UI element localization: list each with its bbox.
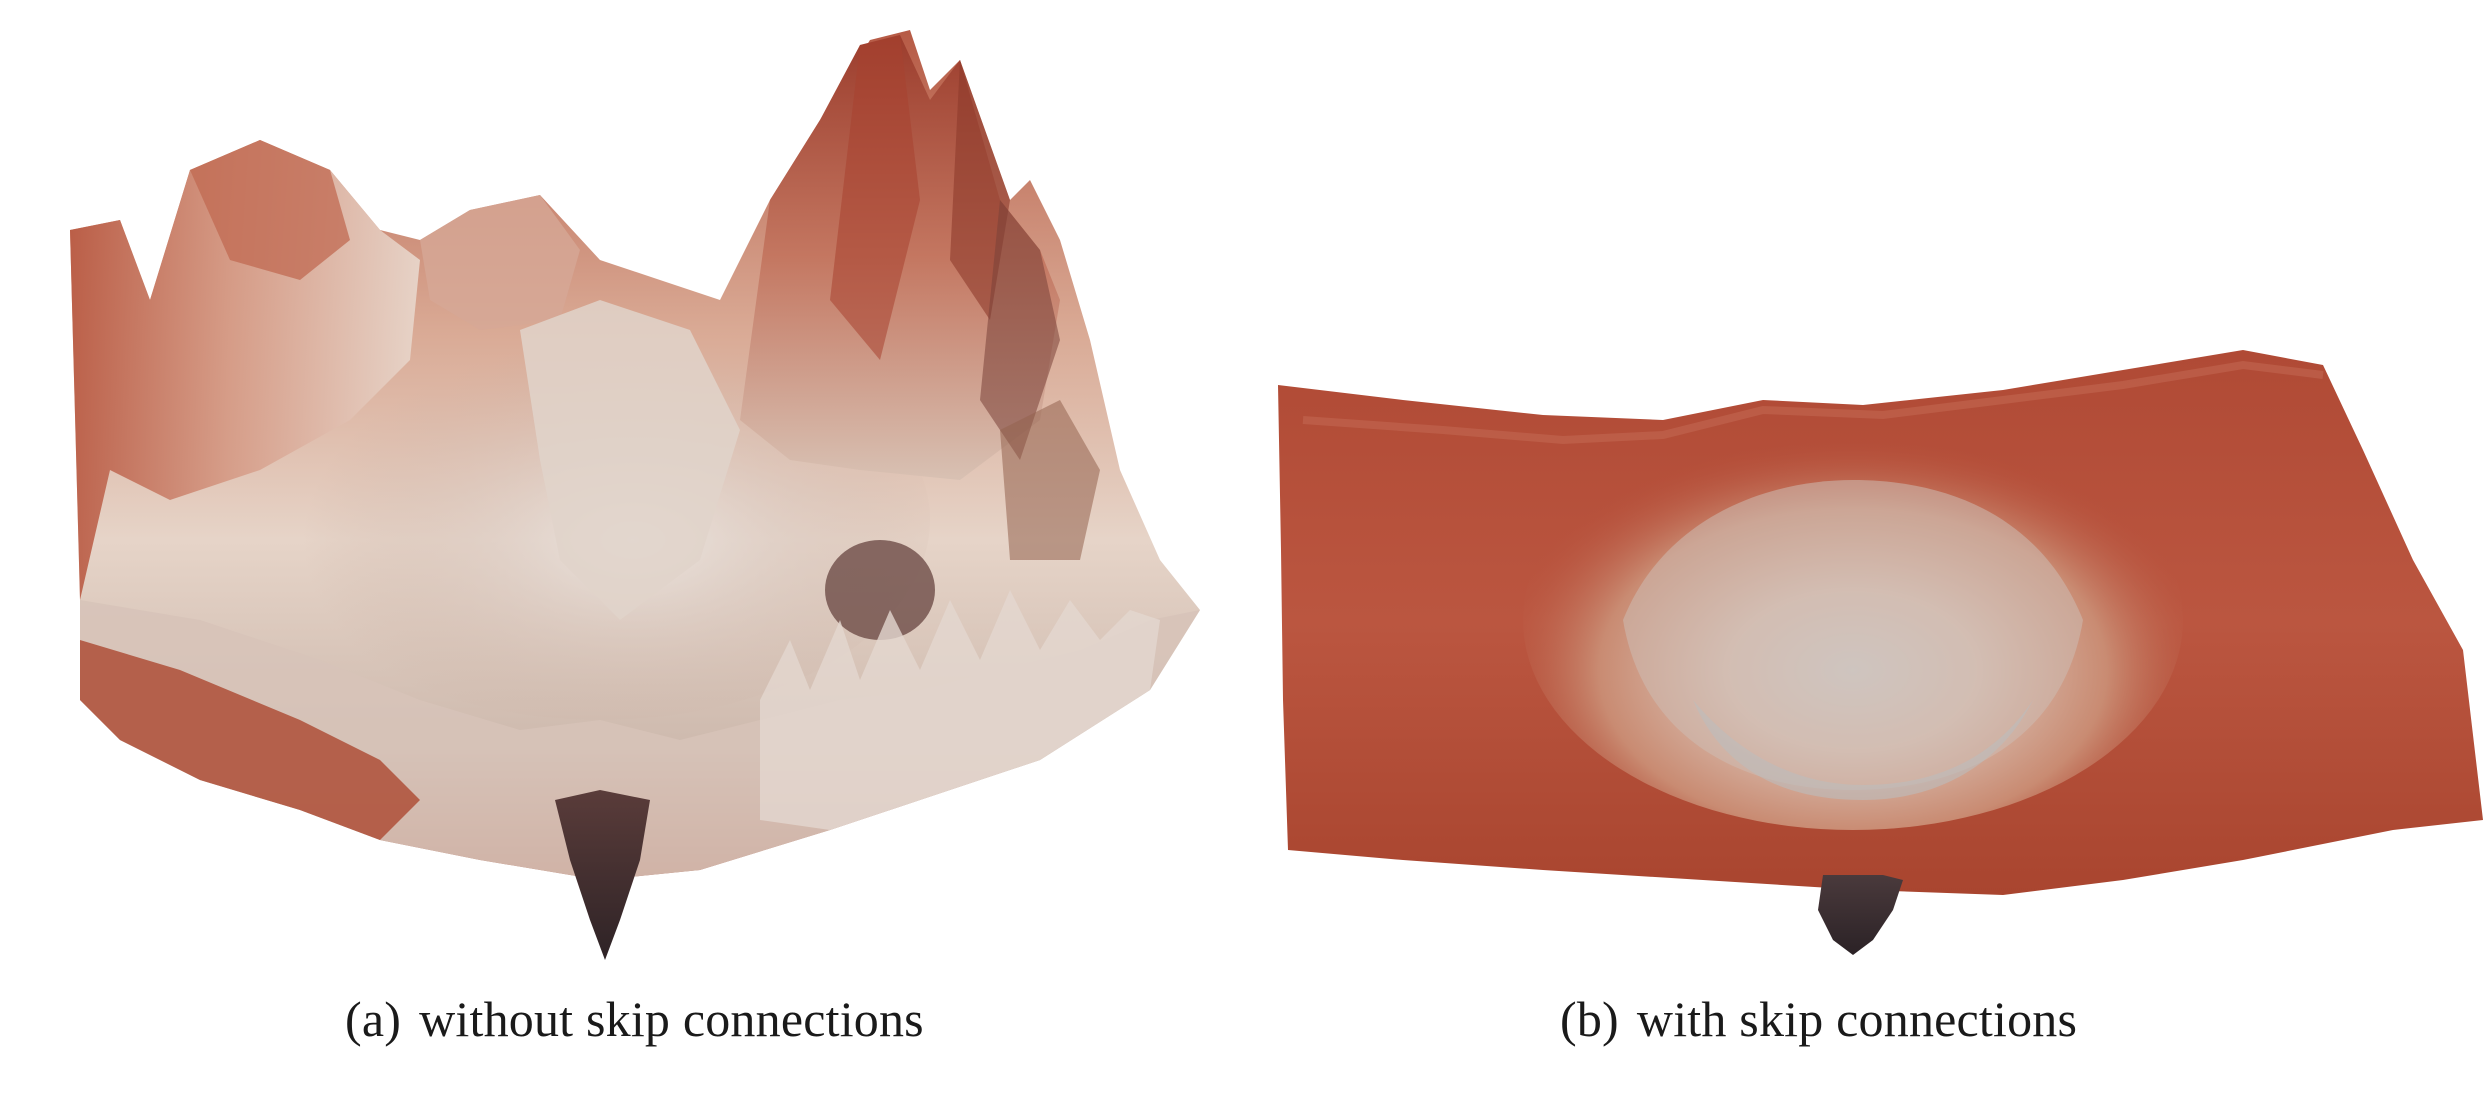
panel-a-label: (a) bbox=[345, 991, 402, 1047]
panel-with-skip: (b) with skip connections bbox=[1243, 0, 2486, 1100]
caption-panel-a: (a) without skip connections bbox=[345, 990, 924, 1048]
panel-b-label: (b) bbox=[1560, 991, 1619, 1047]
caption-panel-b: (b) with skip connections bbox=[1560, 990, 2077, 1048]
panel-b-caption-text: with skip connections bbox=[1636, 991, 2078, 1047]
rugged-surface-image bbox=[70, 30, 1200, 960]
smooth-surface-image bbox=[1278, 350, 2483, 955]
panel-without-skip: (a) without skip connections bbox=[70, 30, 1200, 1048]
panel-a-caption-text: without skip connections bbox=[419, 991, 924, 1047]
